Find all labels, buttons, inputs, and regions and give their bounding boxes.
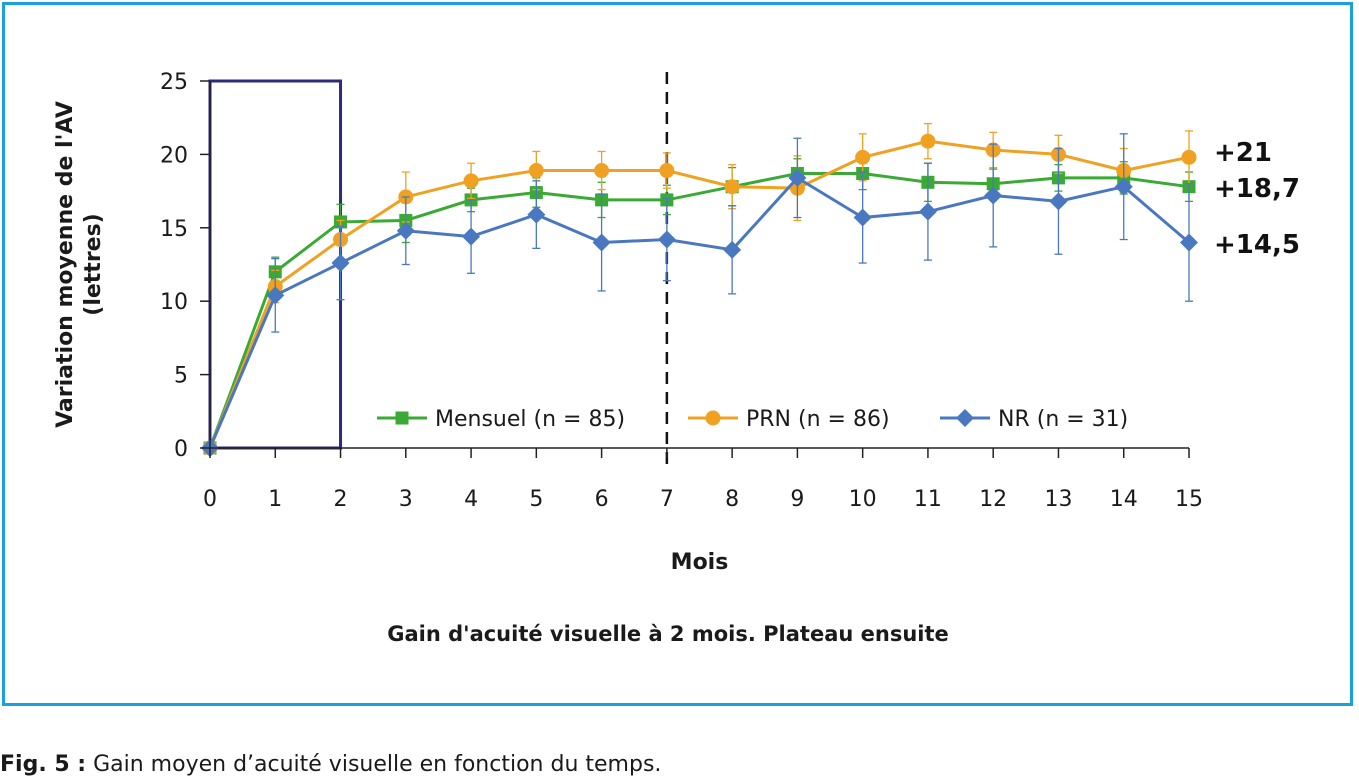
series-line xyxy=(208,171,1190,449)
data-point xyxy=(657,230,676,249)
x-tick-label: 12 xyxy=(979,487,1007,512)
series-line xyxy=(208,175,1190,449)
figure-caption: Fig. 5 : Gain moyen d’acuité visuelle en… xyxy=(0,752,661,777)
x-tick-label: 6 xyxy=(595,487,609,512)
series-1 xyxy=(202,122,1197,456)
legend-marker xyxy=(395,411,409,425)
data-point xyxy=(396,221,415,240)
x-tick-label: 10 xyxy=(849,487,877,512)
y-tick-label: 20 xyxy=(160,143,188,168)
x-tick-label: 7 xyxy=(660,487,674,512)
x-tick-label: 5 xyxy=(529,487,543,512)
data-point xyxy=(1049,192,1068,211)
data-point xyxy=(853,208,872,227)
end-label: +21 xyxy=(1214,138,1272,168)
x-tick-label: 13 xyxy=(1044,487,1072,512)
data-point xyxy=(659,163,675,179)
data-point xyxy=(594,163,610,179)
data-point xyxy=(920,133,936,149)
y-tick-label: 25 xyxy=(160,70,188,95)
x-tick-label: 1 xyxy=(268,487,282,512)
legend-label: PRN (n = 86) xyxy=(746,407,890,432)
end-label: +18,7 xyxy=(1214,174,1300,204)
caption-prefix: Fig. 5 : xyxy=(0,752,87,777)
x-tick-label: 2 xyxy=(334,487,348,512)
chart-subtitle: Gain d'acuité visuelle à 2 mois. Plateau… xyxy=(387,622,949,646)
x-tick-label: 14 xyxy=(1110,487,1138,512)
x-tick-label: 11 xyxy=(914,487,942,512)
data-point xyxy=(331,254,350,273)
x-tick-label: 9 xyxy=(790,487,804,512)
series-line xyxy=(208,139,1190,449)
chart-frame xyxy=(2,2,1353,706)
legend-label: NR (n = 31) xyxy=(998,407,1128,432)
data-point xyxy=(266,286,285,305)
end-label: +14,5 xyxy=(1214,230,1300,260)
data-point xyxy=(1181,149,1197,165)
legend-marker xyxy=(956,409,974,427)
data-point xyxy=(592,233,611,252)
y-tick-label: 5 xyxy=(174,364,188,389)
data-point xyxy=(724,179,740,195)
y-axis-title: Variation moyenne de l'AV (lettres) xyxy=(53,101,106,428)
data-point xyxy=(463,173,479,189)
data-point xyxy=(918,202,937,221)
y-axis-title-line: Variation moyenne de l'AV xyxy=(53,101,78,428)
y-tick-label: 0 xyxy=(174,437,188,462)
y-tick-label: 10 xyxy=(160,290,188,315)
data-point xyxy=(528,163,544,179)
data-point xyxy=(723,240,742,259)
legend-label: Mensuel (n = 85) xyxy=(435,407,625,432)
x-axis-title: Mois xyxy=(671,550,729,575)
x-tick-label: 4 xyxy=(464,487,478,512)
data-point xyxy=(1114,177,1133,196)
x-tick-label: 0 xyxy=(203,487,217,512)
data-point xyxy=(1180,233,1198,252)
data-point xyxy=(527,205,546,224)
data-point xyxy=(462,227,481,246)
legend-marker xyxy=(705,410,721,426)
data-point xyxy=(788,168,807,187)
x-tick-label: 15 xyxy=(1175,487,1203,512)
series-2 xyxy=(201,133,1198,457)
y-axis-title-line: (lettres) xyxy=(81,213,106,315)
data-point xyxy=(984,186,1003,205)
x-tick-label: 3 xyxy=(399,487,413,512)
caption-text: Gain moyen d’acuité visuelle en fonction… xyxy=(86,752,662,777)
y-tick-label: 15 xyxy=(160,217,188,242)
x-tick-label: 8 xyxy=(725,487,739,512)
data-point xyxy=(855,149,871,165)
